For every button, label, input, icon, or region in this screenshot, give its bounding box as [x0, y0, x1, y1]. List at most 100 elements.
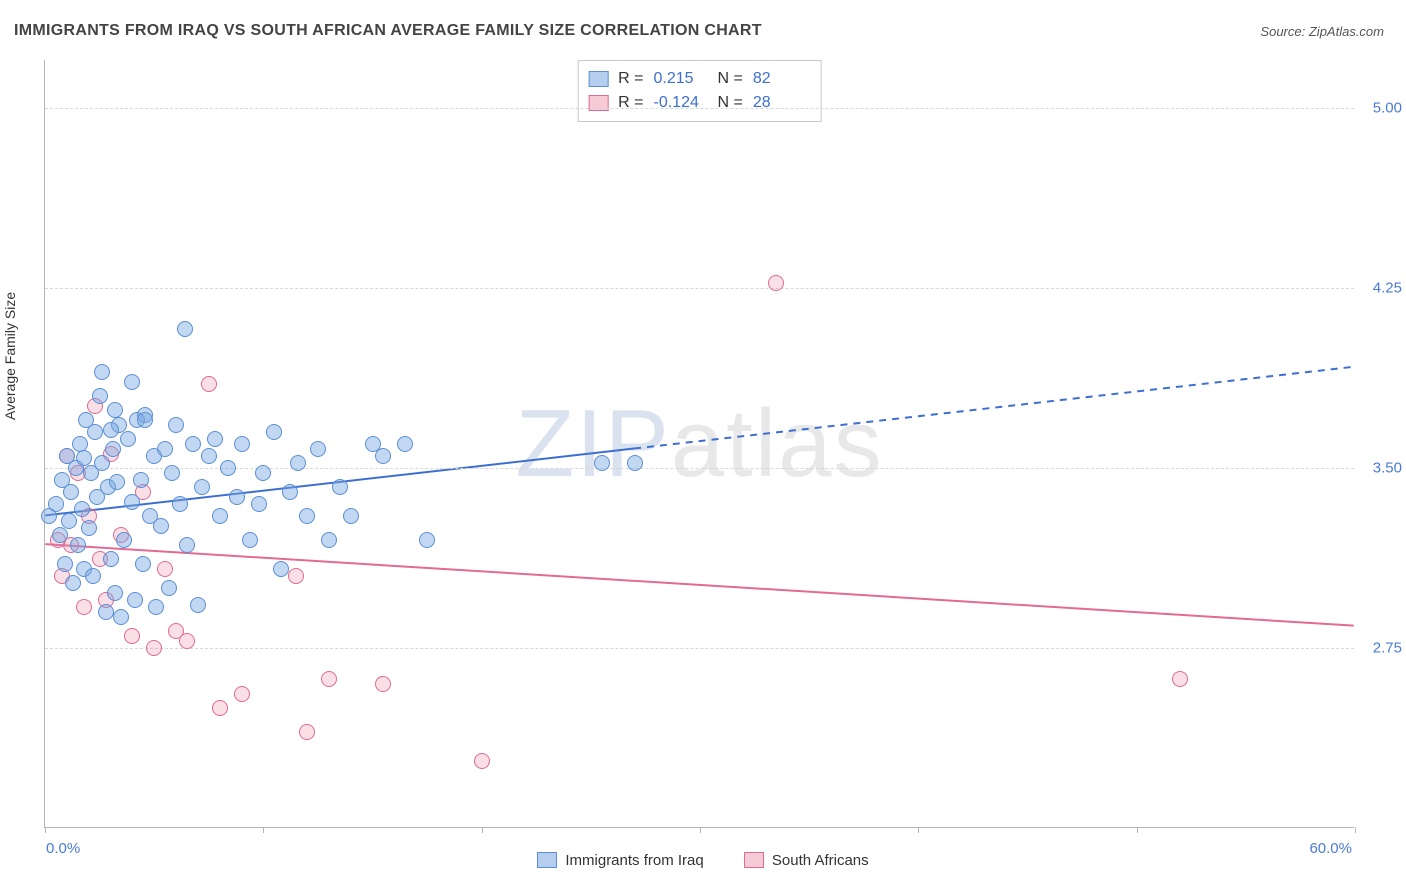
n-value: 82 [753, 67, 807, 91]
data-point [474, 753, 490, 769]
data-point [273, 561, 289, 577]
n-key: N = [718, 91, 743, 115]
y-tick-label: 5.00 [1360, 100, 1402, 117]
legend-item-sa: South Africans [744, 852, 869, 869]
gridline [45, 648, 1354, 649]
data-point [321, 671, 337, 687]
data-point [242, 532, 258, 548]
data-point [288, 568, 304, 584]
data-point [70, 537, 86, 553]
swatch-blue-icon [537, 852, 557, 868]
source-name: ZipAtlas.com [1309, 24, 1384, 39]
data-point [190, 597, 206, 613]
data-point [113, 609, 129, 625]
data-point [310, 441, 326, 457]
data-point [98, 604, 114, 620]
data-point [234, 686, 250, 702]
data-point [299, 508, 315, 524]
data-point [1172, 671, 1188, 687]
data-point [94, 455, 110, 471]
data-point [153, 518, 169, 534]
data-point [120, 431, 136, 447]
data-point [177, 321, 193, 337]
correlation-row-sa: R = -0.124 N = 28 [588, 91, 807, 115]
data-point [124, 494, 140, 510]
data-point [48, 496, 64, 512]
data-point [179, 537, 195, 553]
swatch-blue-icon [588, 71, 608, 87]
x-tick-mark [1137, 827, 1138, 833]
data-point [419, 532, 435, 548]
plot-area: ZIPatlas R = 0.215 N = 82 R = -0.124 N =… [44, 60, 1354, 828]
data-point [61, 513, 77, 529]
gridline [45, 288, 1354, 289]
data-point [179, 633, 195, 649]
correlation-row-iraq: R = 0.215 N = 82 [588, 67, 807, 91]
data-point [375, 448, 391, 464]
x-tick-mark [1355, 827, 1356, 833]
data-point [124, 374, 140, 390]
data-point [107, 402, 123, 418]
data-point [63, 484, 79, 500]
data-point [212, 700, 228, 716]
data-point [65, 575, 81, 591]
data-point [397, 436, 413, 452]
data-point [266, 424, 282, 440]
data-point [194, 479, 210, 495]
data-point [343, 508, 359, 524]
y-axis-title: Average Family Size [2, 292, 18, 420]
data-point [234, 436, 250, 452]
data-point [161, 580, 177, 596]
data-point [105, 441, 121, 457]
legend-label: Immigrants from Iraq [565, 852, 703, 869]
r-value: -0.124 [654, 91, 708, 115]
data-point [201, 376, 217, 392]
legend-label: South Africans [772, 852, 869, 869]
y-tick-label: 4.25 [1360, 280, 1402, 297]
r-key: R = [618, 91, 643, 115]
data-point [375, 676, 391, 692]
data-point [207, 431, 223, 447]
data-point [157, 441, 173, 457]
data-point [76, 450, 92, 466]
data-point [229, 489, 245, 505]
data-point [124, 628, 140, 644]
gridline [45, 468, 1354, 469]
data-point [212, 508, 228, 524]
data-point [109, 474, 125, 490]
data-point [332, 479, 348, 495]
data-point [157, 561, 173, 577]
source-credit: Source: ZipAtlas.com [1260, 24, 1384, 39]
data-point [76, 599, 92, 615]
data-point [87, 424, 103, 440]
y-tick-label: 3.50 [1360, 460, 1402, 477]
x-tick-mark [482, 827, 483, 833]
data-point [255, 465, 271, 481]
data-point [148, 599, 164, 615]
data-point [220, 460, 236, 476]
watermark: ZIPatlas [515, 389, 883, 499]
source-label: Source: [1260, 24, 1305, 39]
data-point [299, 724, 315, 740]
chart-title: IMMIGRANTS FROM IRAQ VS SOUTH AFRICAN AV… [14, 22, 762, 40]
r-value: 0.215 [654, 67, 708, 91]
legend-item-iraq: Immigrants from Iraq [537, 852, 703, 869]
data-point [164, 465, 180, 481]
x-tick-mark [45, 827, 46, 833]
watermark-atlas: atlas [671, 390, 884, 497]
r-key: R = [618, 67, 643, 91]
data-point [168, 417, 184, 433]
swatch-pink-icon [744, 852, 764, 868]
data-point [103, 422, 119, 438]
data-point [52, 527, 68, 543]
n-key: N = [718, 67, 743, 91]
n-value: 28 [753, 91, 807, 115]
y-tick-label: 2.75 [1360, 640, 1402, 657]
data-point [282, 484, 298, 500]
data-point [133, 472, 149, 488]
data-point [172, 496, 188, 512]
data-point [107, 585, 123, 601]
data-point [251, 496, 267, 512]
x-tick-mark [263, 827, 264, 833]
data-point [57, 556, 73, 572]
